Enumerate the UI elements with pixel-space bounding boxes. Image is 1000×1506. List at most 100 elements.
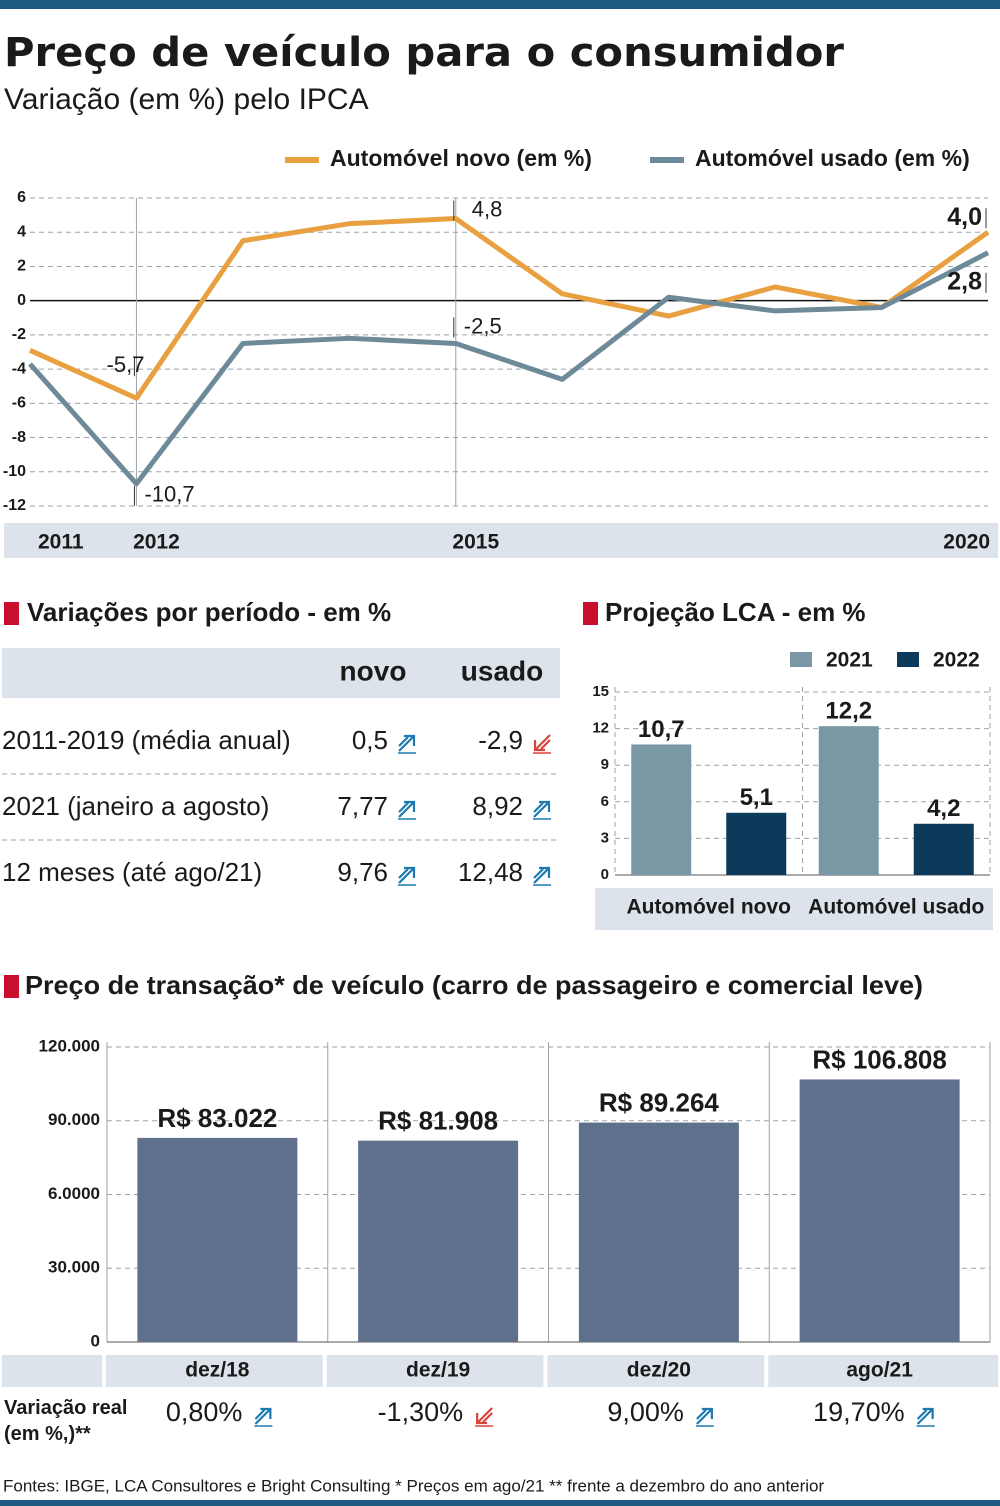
change-value: 9,00% (607, 1397, 684, 1427)
footer: Fontes: IBGE, LCA Consultores e Bright C… (3, 1476, 825, 1495)
y-tick-label: 4 (17, 223, 26, 240)
trend-arrow (533, 734, 551, 754)
trend-arrow (398, 734, 416, 754)
x-tick-label: Automóvel novo (626, 896, 791, 919)
x-tick-label: 2020 (943, 531, 990, 554)
chart-title: Preço de transação* de veículo (carro de… (25, 970, 923, 1000)
x-tick-label: dez/20 (627, 1359, 691, 1382)
arrow-shape (398, 800, 416, 818)
arrow-shape (254, 1407, 272, 1425)
chart-title: Projeção LCA - em % (605, 597, 866, 627)
y-tick-label: 6.0000 (48, 1184, 100, 1203)
row-label: 2021 (janeiro a agosto) (2, 791, 269, 821)
data-label: 4,8 (472, 196, 503, 221)
bottom-strip (0, 1500, 1000, 1506)
bar (726, 812, 787, 875)
page-subtitle: Variação (em %) pelo IPCA (4, 83, 369, 116)
data-label: 4,2 (927, 795, 960, 822)
data-label: 5,1 (740, 784, 773, 811)
data-label: -2,5 (464, 313, 502, 338)
legend-swatch (897, 652, 919, 667)
bar (137, 1137, 298, 1342)
data-label: -5,7 (107, 352, 145, 377)
data-label: 4,0 (947, 203, 982, 231)
arrow-shape (916, 1407, 934, 1425)
y-tick-label: 90.000 (48, 1110, 100, 1129)
data-label: R$ 106.808 (812, 1044, 946, 1074)
y-tick-label: 15 (592, 683, 609, 700)
bar (818, 726, 879, 875)
y-tick-label: 6 (601, 793, 609, 810)
column-header: novo (340, 655, 407, 686)
data-label: R$ 89.264 (599, 1087, 720, 1117)
x-tick-label: dez/19 (406, 1359, 470, 1382)
cell-value: 0,5 (352, 725, 388, 755)
y-tick-label: 0 (17, 292, 26, 309)
cell-value: 7,77 (337, 791, 388, 821)
y-tick-label: 3 (601, 829, 609, 846)
change-value: 19,70% (813, 1397, 905, 1427)
x-tick-label: dez/18 (185, 1359, 250, 1382)
legend-swatch (790, 652, 812, 667)
y-tick-label: 0 (91, 1331, 100, 1350)
y-tick-label: 6 (17, 189, 26, 206)
arrow-shape (533, 800, 551, 818)
trend-arrow (254, 1407, 273, 1427)
y-tick-label: 12 (592, 720, 609, 737)
y-tick-label: -2 (12, 326, 26, 343)
y-tick-label: 120.000 (39, 1036, 100, 1055)
trend-arrow (398, 800, 416, 820)
y-tick-label: -10 (3, 463, 26, 480)
data-label: 10,7 (638, 716, 685, 743)
section-marker (4, 975, 19, 998)
arrow-shape (476, 1407, 493, 1425)
legend-label: 2021 (826, 649, 873, 672)
arrow-shape (533, 866, 551, 884)
change-value: 0,80% (166, 1397, 243, 1427)
data-label: -10,7 (144, 482, 194, 507)
arrow-shape (533, 734, 551, 752)
section-marker (583, 602, 598, 625)
trend-arrow (695, 1407, 714, 1427)
column-header: usado (461, 655, 543, 686)
table-header-band (2, 648, 560, 698)
table-title: Variações por período - em % (27, 597, 391, 627)
trend-arrow (533, 866, 551, 886)
x-tick-label: Automóvel usado (808, 896, 984, 919)
trend-arrow (398, 866, 416, 886)
y-tick-label: 30.000 (48, 1258, 100, 1277)
legend-label: Automóvel novo (em %) (330, 145, 592, 171)
legend-label: Automóvel usado (em %) (695, 145, 970, 171)
y-tick-label: 0 (601, 866, 609, 883)
x-tick-label: 2011 (38, 531, 84, 554)
y-tick-label: 2 (17, 258, 26, 275)
data-label: 2,8 (947, 267, 982, 295)
change-value: -1,30% (378, 1397, 464, 1427)
row-label-box: Variação real (em %,)** (4, 1397, 127, 1445)
bar (631, 744, 692, 875)
data-label: 12,2 (825, 698, 872, 725)
x-tick-label: ago/21 (846, 1359, 913, 1382)
arrow-shape (398, 734, 416, 752)
trend-arrow (916, 1407, 935, 1427)
x-axis-band (2, 1355, 998, 1387)
bar (358, 1140, 519, 1342)
arrow-shape (398, 866, 416, 884)
row-label: 12 meses (até ago/21) (2, 857, 262, 887)
bar (578, 1122, 739, 1342)
y-tick-label: -8 (12, 429, 26, 446)
x-axis-band (595, 888, 993, 930)
y-tick-label: -6 (12, 395, 26, 412)
bar (799, 1079, 960, 1342)
series-line (28, 216, 990, 401)
x-axis-band (4, 523, 998, 558)
section-marker (4, 602, 19, 625)
row-label: 2011-2019 (média anual) (2, 725, 291, 755)
trend-arrow (475, 1407, 494, 1427)
x-tick-label: 2015 (452, 531, 499, 554)
top-strip (0, 0, 1000, 9)
page-title: Preço de veículo para o consumidor (4, 30, 844, 76)
cell-value: 12,48 (458, 857, 523, 887)
cell-value: 9,76 (337, 857, 388, 887)
legend-label: 2022 (933, 649, 980, 672)
